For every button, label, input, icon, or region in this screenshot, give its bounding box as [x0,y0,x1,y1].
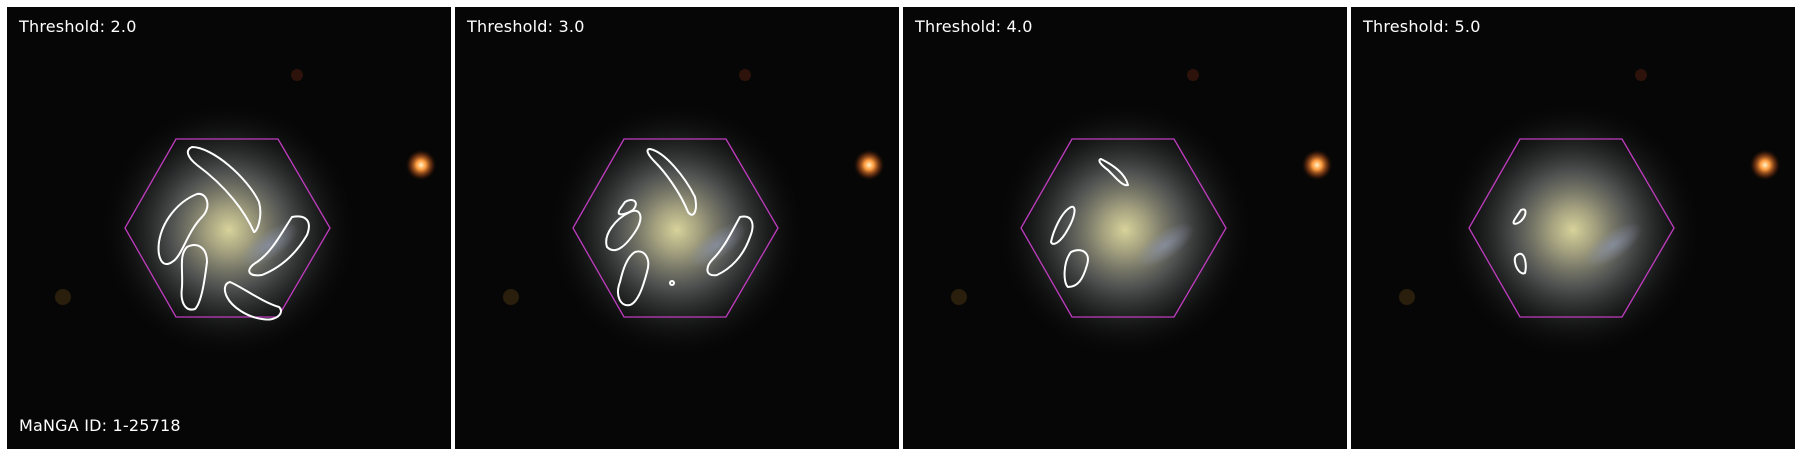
galaxy-id-label: MaNGA ID: 1-25718 [19,416,181,435]
star-icon [853,149,885,181]
star-icon [1749,149,1781,181]
galaxy-image [455,7,899,449]
ifu-hexagon [1468,138,1675,318]
panel-threshold-2: Threshold: 2.0 MaNGA ID: 1-25718 [7,7,451,449]
contour-group [157,145,310,321]
panel-threshold-3: Threshold: 3.0 [455,7,899,449]
threshold-label: Threshold: 5.0 [1363,17,1481,36]
contour-group [605,147,754,307]
panel-threshold-4: Threshold: 4.0 [903,7,1347,449]
star-icon [405,149,437,181]
contour-group [1049,157,1130,289]
galaxy-image [903,7,1347,449]
threshold-label: Threshold: 3.0 [467,17,585,36]
galaxy-image [1351,7,1795,449]
threshold-label: Threshold: 4.0 [915,17,1033,36]
galaxy-image [7,7,451,449]
ifu-hexagon [1020,138,1227,318]
ifu-hexagon [572,138,779,318]
contour-group [1512,208,1527,275]
threshold-label: Threshold: 2.0 [19,17,137,36]
star-icon [1301,149,1333,181]
panel-threshold-5: Threshold: 5.0 [1351,7,1795,449]
